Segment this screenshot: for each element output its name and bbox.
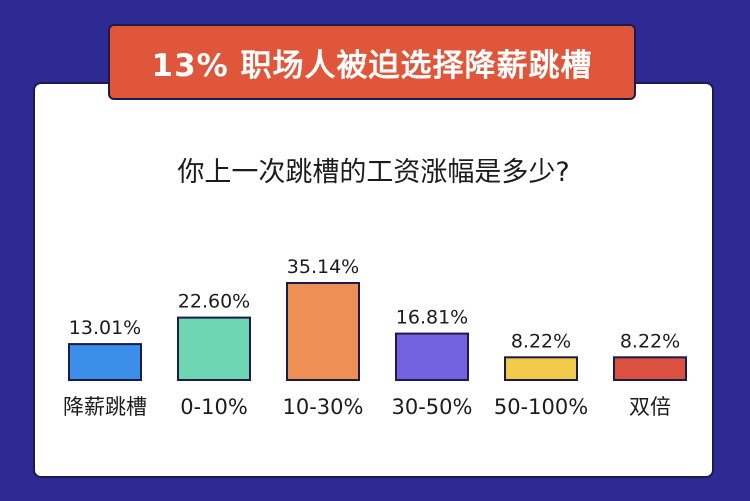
bar-1 (177, 316, 251, 382)
chart-card (33, 82, 714, 478)
survey-question: 你上一次跳槽的工资涨幅是多少? (177, 157, 570, 188)
category-label-1: 0-10% (180, 395, 248, 419)
bar-2 (286, 282, 360, 381)
category-label-3: 30-50% (392, 395, 473, 419)
value-label-1: 22.60% (178, 291, 250, 313)
value-label-2: 35.14% (287, 256, 359, 278)
bar-4 (504, 356, 578, 382)
value-label-0: 13.01% (69, 317, 141, 339)
category-label-5: 双倍 (629, 395, 671, 419)
bar-0 (68, 343, 142, 382)
bar-5 (613, 356, 687, 382)
category-label-0: 降薪跳槽 (63, 395, 147, 419)
value-label-4: 8.22% (511, 330, 571, 352)
value-label-3: 16.81% (396, 307, 468, 329)
bar-3 (395, 332, 469, 382)
banner-title: 13% 职场人被迫选择降薪跳槽 (108, 24, 636, 100)
category-label-2: 10-30% (283, 395, 364, 419)
value-label-5: 8.22% (620, 330, 680, 352)
category-label-4: 50-100% (494, 395, 588, 419)
